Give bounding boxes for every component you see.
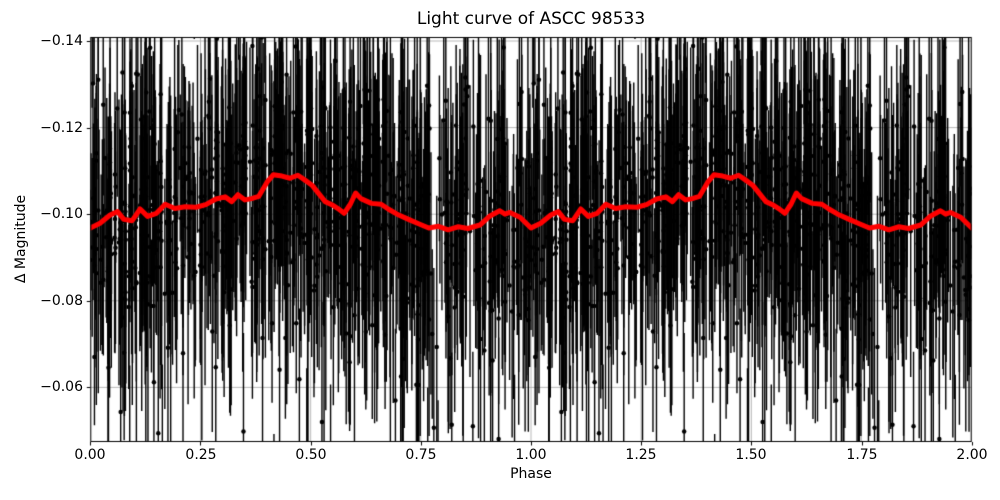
x-tick-label: 1.50 [735, 447, 767, 463]
x-tick-label: 0.75 [405, 447, 437, 463]
y-axis-label: Δ Magnitude [13, 194, 29, 284]
x-tick-label: 1.00 [515, 447, 547, 463]
x-tick-label: 1.75 [846, 447, 878, 463]
x-tick-label: 1.25 [625, 447, 657, 463]
x-tick-label: 0.25 [185, 447, 217, 463]
chart-title: Light curve of ASCC 98533 [416, 9, 646, 29]
x-tick-label: 0.50 [295, 447, 327, 463]
x-tick-label: 0.00 [74, 447, 106, 463]
y-tick-label: −0.06 [40, 379, 83, 395]
y-tick-label: −0.08 [40, 293, 83, 309]
y-tick-label: −0.14 [40, 33, 83, 49]
x-tick-label: 2.00 [956, 447, 988, 463]
x-axis-label: Phase [510, 466, 552, 482]
y-tick-label: −0.10 [40, 206, 83, 222]
y-tick-label: −0.12 [40, 120, 83, 136]
